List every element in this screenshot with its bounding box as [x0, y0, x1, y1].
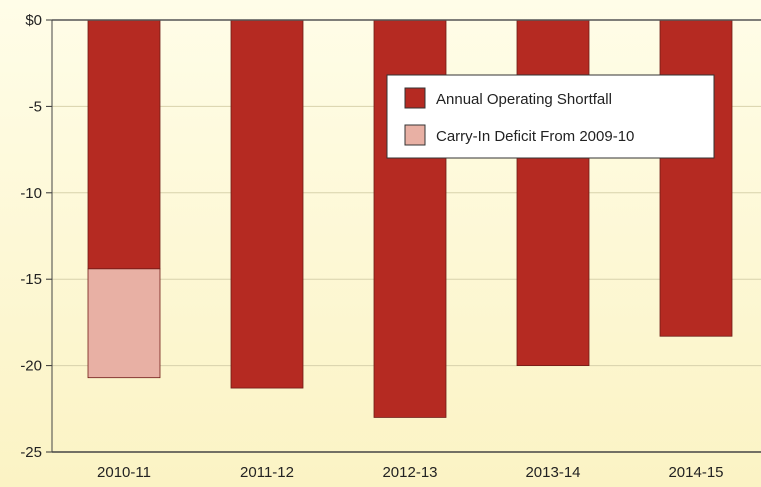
- legend-swatch: [404, 87, 426, 109]
- legend-label: Annual Operating Shortfall: [436, 91, 612, 108]
- x-category-label: 2013-14: [525, 464, 580, 481]
- bar-2010-11-series-0: [87, 19, 161, 270]
- bar-2010-11-series-1: [87, 268, 161, 379]
- y-tick-label: $0: [25, 12, 42, 29]
- y-tick-label: -20: [20, 358, 42, 375]
- x-category-label: 2010-11: [97, 464, 151, 481]
- y-tick-label: -5: [29, 98, 42, 115]
- x-category-label: 2012-13: [382, 464, 437, 481]
- y-tick-label: -10: [20, 185, 42, 202]
- bar-2013-14-series-0: [516, 19, 590, 367]
- legend: Annual Operating Shortfall Carry-In Defic…: [386, 74, 715, 159]
- bar-2011-12-series-0: [230, 19, 304, 389]
- y-tick-label: -15: [20, 271, 42, 288]
- legend-swatch: [404, 124, 426, 146]
- axis-labels: $0 -5 -10 -15 -20 -25 2010-11 2011-12 2012-13 201…: [20, 12, 723, 481]
- x-category-label: 2011-12: [240, 464, 294, 481]
- y-tick-label: -25: [20, 444, 42, 461]
- bar-2014-15-series-0: [659, 19, 733, 337]
- legend-label: Carry-In Deficit From 2009-10: [436, 128, 634, 145]
- legend-box: [386, 74, 715, 159]
- axes: [46, 19, 761, 453]
- x-category-label: 2014-15: [668, 464, 723, 481]
